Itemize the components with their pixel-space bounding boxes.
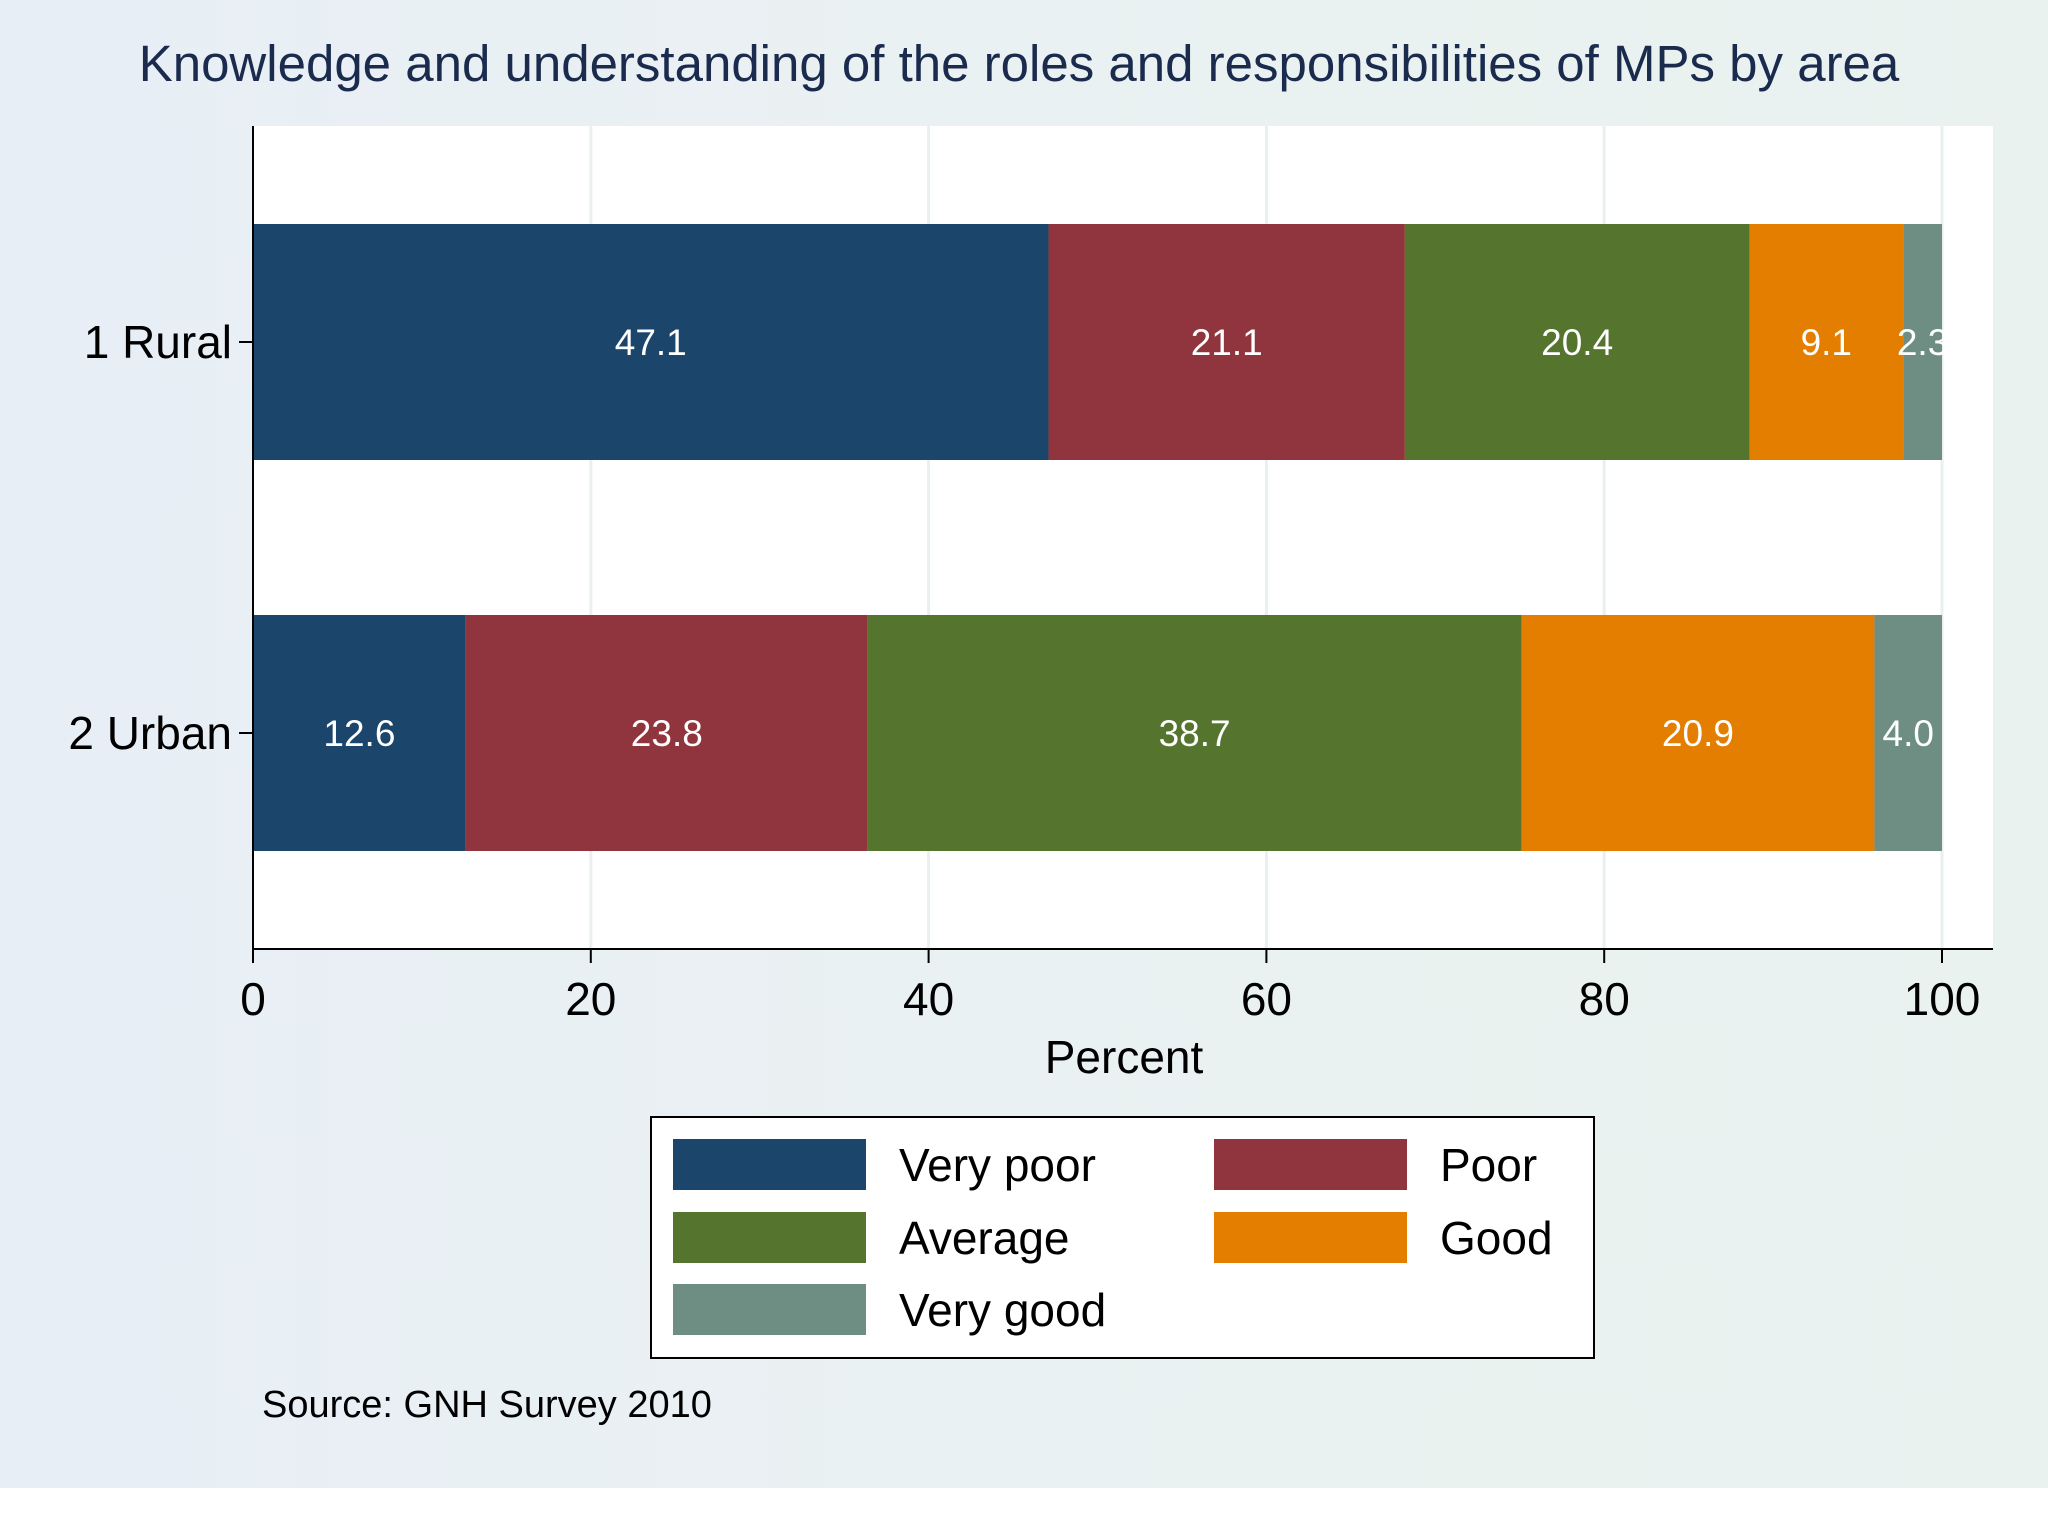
chart-canvas: 47.1 21.1 20.4 9.1 2.3 12.6 23.8 38.7 20.9 4.0 0 2… bbox=[0, 0, 2048, 1488]
x-tick-label: 80 bbox=[1579, 973, 1630, 1025]
legend-swatch bbox=[1214, 1139, 1407, 1190]
bar-segment bbox=[1874, 615, 1942, 851]
bars bbox=[253, 224, 1942, 851]
chart-title: Knowledge and understanding of the roles… bbox=[139, 35, 1900, 92]
x-axis-label: Percent bbox=[1045, 1031, 1204, 1083]
bar-value-label: 12.6 bbox=[323, 713, 395, 754]
data-labels: 47.1 21.1 20.4 9.1 2.3 12.6 23.8 38.7 20.9 4.0 bbox=[323, 322, 1948, 754]
legend: Very poor Poor Average Good Very good bbox=[650, 1116, 1595, 1359]
bar-segment bbox=[1404, 224, 1750, 460]
x-axis-ticks: 0 20 40 60 80 100 bbox=[240, 949, 1980, 1025]
bar-segment bbox=[867, 615, 1522, 851]
bar-value-label: 47.1 bbox=[615, 322, 687, 363]
bar-value-label: 20.4 bbox=[1541, 322, 1613, 363]
x-tick-label: 60 bbox=[1241, 973, 1292, 1025]
bar-value-label: 2.3 bbox=[1897, 322, 1948, 363]
bar-segment bbox=[1749, 224, 1904, 460]
legend-label: Good bbox=[1440, 1212, 1553, 1264]
bar-value-label: 4.0 bbox=[1883, 713, 1934, 754]
x-tick-label: 40 bbox=[903, 973, 954, 1025]
bar-value-label: 23.8 bbox=[631, 713, 703, 754]
bar-segment bbox=[253, 615, 466, 851]
bar-value-label: 20.9 bbox=[1662, 713, 1734, 754]
x-tick-label: 0 bbox=[240, 973, 266, 1025]
x-tick-label: 20 bbox=[565, 973, 616, 1025]
legend-swatch bbox=[1214, 1212, 1407, 1263]
legend-swatch bbox=[673, 1139, 866, 1190]
bar-segment bbox=[253, 224, 1049, 460]
bar-segment bbox=[1521, 615, 1875, 851]
legend-label: Poor bbox=[1440, 1139, 1537, 1191]
y-tick-label: 2 Urban bbox=[68, 707, 232, 759]
legend-swatch bbox=[673, 1284, 866, 1335]
bar-segment bbox=[1903, 224, 1942, 460]
stacked-bar-chart: 47.1 21.1 20.4 9.1 2.3 12.6 23.8 38.7 20.9 4.0 0 2… bbox=[68, 35, 1993, 1426]
legend-label: Very poor bbox=[899, 1139, 1096, 1191]
legend-label: Very good bbox=[899, 1284, 1106, 1336]
bar-segment bbox=[1048, 224, 1405, 460]
bar-value-label: 9.1 bbox=[1801, 322, 1852, 363]
legend-swatch bbox=[673, 1212, 866, 1263]
x-tick-label: 100 bbox=[1904, 973, 1981, 1025]
source-note: Source: GNH Survey 2010 bbox=[262, 1384, 712, 1426]
bar-segment bbox=[465, 615, 868, 851]
y-axis-ticks: 1 Rural 2 Urban bbox=[68, 316, 253, 759]
bar-value-label: 38.7 bbox=[1159, 713, 1231, 754]
legend-label: Average bbox=[899, 1212, 1070, 1264]
y-tick-label: 1 Rural bbox=[84, 316, 232, 368]
bar-value-label: 21.1 bbox=[1191, 322, 1263, 363]
